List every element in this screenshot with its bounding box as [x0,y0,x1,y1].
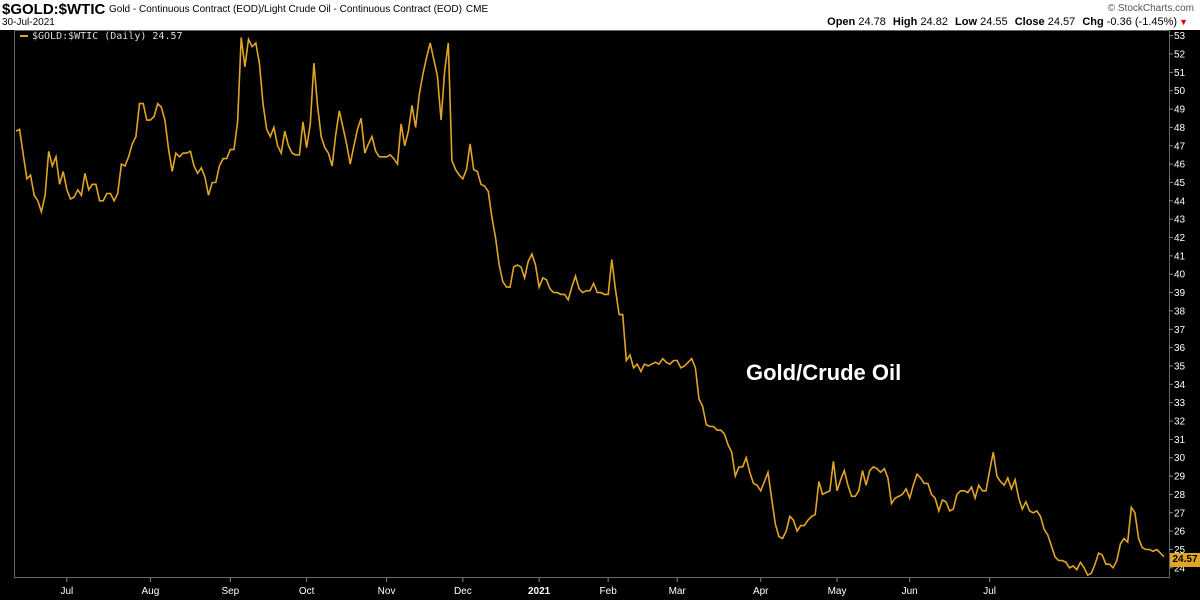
x-tick-label: Jul [60,586,73,597]
y-tick-label: 51 [1174,68,1186,79]
y-tick-label: 40 [1174,270,1186,281]
high-value: 24.82 [920,16,948,28]
price-series-line [15,36,1165,577]
exchange-label: CME [465,4,489,15]
low-value: 24.55 [980,16,1008,28]
date-label: 30-Jul-2021 [2,17,55,28]
y-tick-label: 34 [1174,380,1186,391]
y-tick-label: 44 [1174,196,1186,207]
y-tick-label: 53 [1174,31,1186,42]
y-tick-label: 49 [1174,105,1186,116]
open-label: Open [827,16,856,28]
description-text: Gold - Continuous Contract (EOD)/Light C… [109,4,462,15]
x-tick-label: Nov [378,586,396,597]
y-tick-label: 42 [1174,233,1186,244]
y-tick-label: 47 [1174,141,1186,152]
y-tick-label: 33 [1174,398,1186,409]
open-value: 24.78 [858,16,886,28]
y-tick-label: 45 [1174,178,1186,189]
x-tick-label: Oct [299,586,315,597]
x-tick-label: Aug [142,586,160,597]
chg-label: Chg [1082,16,1104,28]
x-tick-label: Apr [753,586,769,597]
y-tick-label: 28 [1174,490,1186,501]
y-tick-label: 39 [1174,288,1186,299]
chart-header: $GOLD:$WTIC Gold - Continuous Contract (… [0,0,1200,30]
chart-legend: $GOLD:$WTIC (Daily) 24.57 [20,31,183,42]
close-value: 24.57 [1047,16,1076,28]
close-label: Close [1014,16,1045,28]
x-tick-label: May [828,586,847,597]
y-tick-label: 48 [1174,123,1186,134]
y-tick-label: 31 [1174,435,1186,446]
y-tick-label: 36 [1174,343,1186,354]
chg-value: -0.36 (-1.45%) [1106,16,1178,28]
chart-annotation: Gold/Crude Oil [746,360,902,385]
y-tick-label: 52 [1174,50,1186,61]
down-arrow-icon: ▼ [1179,17,1188,27]
legend-label: $GOLD:$WTIC (Daily) 24.57 [32,31,183,42]
y-tick-label: 43 [1174,215,1186,226]
x-tick-label: Feb [600,586,618,597]
y-tick-label: 30 [1174,453,1186,464]
y-tick-label: 27 [1174,508,1186,519]
last-value-tag: 24.57 [1170,553,1200,567]
y-tick-label: 32 [1174,417,1186,428]
y-tick-label: 46 [1174,160,1186,171]
brand-label: © StockCharts.com [1107,3,1194,14]
y-tick-label: 26 [1174,527,1186,538]
y-tick-label: 38 [1174,306,1186,317]
ohlc-readout: Open 24.78 High 24.82 Low 24.55 Close 24… [827,16,1188,28]
symbol-description: Gold - Continuous Contract (EOD)/Light C… [109,4,488,15]
y-tick-label: 35 [1174,361,1186,372]
y-tick-label: 24 [1174,563,1186,574]
legend-swatch [20,35,28,37]
y-tick-label: 41 [1174,251,1186,262]
x-tick-label: Mar [669,586,687,597]
plot-area [14,30,1170,578]
y-axis: 24 25 26 27 28 29 30 31 32 33 34 35 36 37 38 39 40 41 42 43… [1169,31,1186,574]
low-label: Low [955,16,978,28]
x-tick-label: Jun [902,586,918,597]
y-tick-label: 50 [1174,86,1186,97]
x-tick-label: Jul [983,586,996,597]
x-tick-label: 2021 [528,586,551,597]
y-tick-label: 29 [1174,472,1186,483]
symbol-title: $GOLD:$WTIC [2,1,106,18]
x-tick-label: Dec [454,586,472,597]
x-tick-label: Sep [221,586,239,597]
high-label: High [892,16,918,28]
y-tick-label: 37 [1174,325,1186,336]
x-axis: Jul Aug Sep Oct Nov Dec 2021 Feb Mar Apr May Jun Jul [60,578,996,597]
y-tick-label: 25 [1174,545,1186,556]
